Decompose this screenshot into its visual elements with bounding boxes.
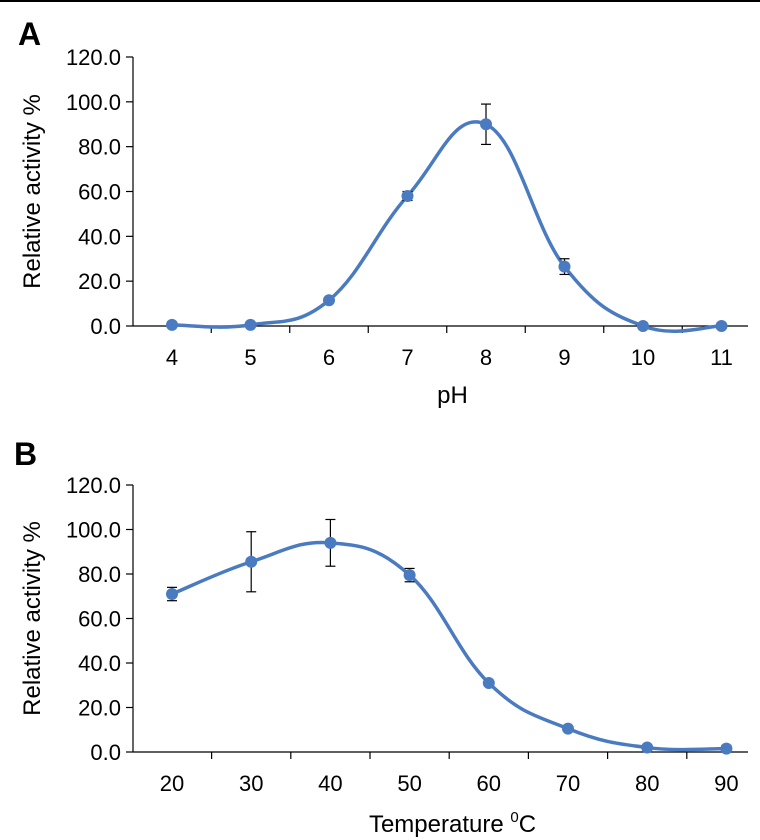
panel-a: 0.0 20.0 40.0 60.0 80.0 100.0 120.0 4 5 6 7 8 9 10 11 p… [19,45,748,409]
data-point-b [641,741,654,754]
x-tick-label-b: 30 [239,771,263,796]
x-tick-label-a: 5 [244,345,256,370]
panel-label-b: B [14,436,38,472]
data-point-a [637,320,649,332]
y-tick-label-a: 40.0 [78,224,121,249]
data-point-b [720,742,733,755]
x-tick-label-b: 60 [477,771,501,796]
x-tick-label-a: 11 [710,345,733,370]
y-tick-label-a: 60.0 [78,180,121,205]
panel-b: 0.0 20.0 40.0 60.0 80.0 100.0 120.0 20 30 40 50 60 7… [19,473,748,838]
y-tick-label-b: 60.0 [78,607,121,632]
y-tick-label-a: 120.0 [66,45,121,70]
x-tick-label-a: 8 [480,345,492,370]
x-tick-label-b: 50 [397,771,421,796]
data-point-a [401,189,414,202]
y-tick-label-b: 40.0 [78,651,121,676]
top-border [0,0,760,2]
y-tick-label-b: 0.0 [90,740,121,765]
series-line-b [171,540,727,752]
x-axis-title-b: Temperature 0C [369,809,536,838]
x-tick-label-a: 4 [166,345,178,370]
y-tick-label-a: 20.0 [78,269,121,294]
data-point-a [166,318,178,331]
data-point-a [323,294,335,307]
y-tick-label-b: 20.0 [78,696,121,721]
y-tick-label-b: 120.0 [66,473,121,498]
x-tick-label-b: 20 [160,771,184,796]
x-tick-label-a: 10 [631,345,655,370]
x-axis-title-unit-b: C [519,811,536,838]
x-tick-label-b: 90 [714,771,738,796]
data-point-b [324,536,337,549]
data-point-b [482,677,495,690]
x-tick-label-b: 40 [318,771,342,796]
data-point-a [244,318,257,331]
series-line-a [171,120,722,333]
x-tick-label-a: 6 [323,345,335,370]
data-point-b [245,555,258,568]
y-tick-label-b: 80.0 [78,562,121,587]
y-tick-label-a: 80.0 [78,135,121,160]
x-axis-title-superscript-b: 0 [510,809,518,826]
data-point-b [562,722,574,735]
panel-label-a: A [18,16,42,52]
y-tick-label-a: 0.0 [90,314,121,339]
data-point-a [480,118,492,131]
y-axis-title-a: Relative activity % [19,94,46,289]
data-point-b [403,569,416,582]
y-axis-title-b: Relative activity % [19,521,46,716]
y-tick-label-a: 100.0 [66,90,121,115]
x-axis-title-a: pH [437,382,468,409]
x-tick-label-a: 9 [558,345,570,370]
y-tick-label-b: 100.0 [66,518,121,543]
data-point-a [715,320,728,332]
x-tick-label-b: 70 [556,771,580,796]
x-tick-label-b: 80 [635,771,659,796]
data-point-a [558,260,571,273]
x-tick-label-a: 7 [401,345,413,370]
data-point-b [166,588,178,601]
